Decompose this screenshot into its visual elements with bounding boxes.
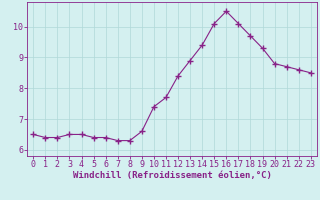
X-axis label: Windchill (Refroidissement éolien,°C): Windchill (Refroidissement éolien,°C) (73, 171, 271, 180)
